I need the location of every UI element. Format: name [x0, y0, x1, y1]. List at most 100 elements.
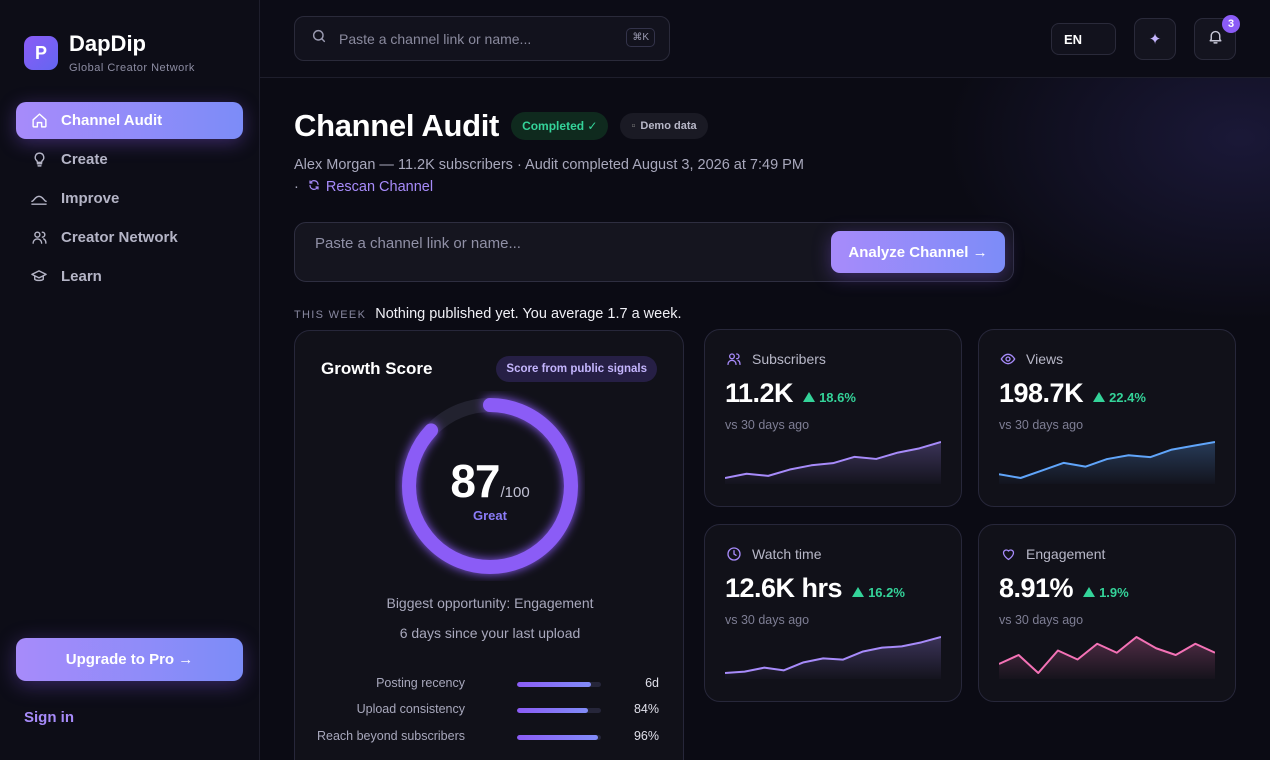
- stat-label: Subscribers: [752, 351, 826, 367]
- status-badge: Completed ✓: [511, 112, 609, 140]
- sparkline: [999, 636, 1215, 679]
- sparkle-icon: ✦: [1148, 31, 1162, 48]
- heart-icon: [999, 545, 1017, 563]
- notification-badge: 3: [1222, 15, 1240, 33]
- clock-icon: [725, 545, 743, 563]
- sparkline-area: [999, 442, 1215, 484]
- up-arrow-icon: [1083, 587, 1096, 597]
- sparkle-button[interactable]: ✦: [1134, 18, 1176, 60]
- stat-delta: 16.2%: [852, 585, 905, 600]
- sidebar-item-label: Learn: [61, 268, 102, 285]
- demo-badge: ▫ Demo data: [620, 113, 708, 139]
- metric-value: 84%: [633, 702, 659, 716]
- brand-name: DapDip: [69, 31, 146, 56]
- rescan-link[interactable]: Rescan Channel: [304, 179, 433, 195]
- stat-delta: 1.9%: [1083, 585, 1129, 600]
- stat-delta-value: 22.4%: [1109, 389, 1146, 405]
- stat-delta: 22.4%: [1093, 390, 1146, 405]
- stat-compare: vs 30 days ago: [725, 613, 810, 627]
- topbar: ⌘K EN ✦ 3: [260, 0, 1270, 78]
- up-arrow-icon: [852, 587, 865, 597]
- sidebar-item-label: Channel Audit: [61, 112, 163, 129]
- users-icon: [30, 229, 48, 247]
- stat-value: 12.6K hrs: [725, 573, 843, 603]
- sidebar: P DapDip Global Creator Network Channel …: [0, 0, 260, 760]
- users-icon: [725, 350, 743, 368]
- growth-score-gauge: [402, 398, 578, 574]
- metric-row: Upload consistency 84%: [295, 702, 685, 722]
- sparkline: [725, 636, 941, 679]
- metric-bar: [517, 682, 601, 687]
- analyze-box: Analyze Channel →: [294, 222, 1014, 282]
- sparkline: [999, 441, 1215, 484]
- metric-label: Posting recency: [376, 676, 465, 690]
- stat-card-watch-time[interactable]: Watch time 12.6K hrs 16.2% vs 30 days ag…: [704, 524, 962, 702]
- sparkline-line: [725, 636, 941, 674]
- sparkline-line: [999, 441, 1215, 479]
- rescan-label: Rescan Channel: [325, 179, 434, 195]
- sidebar-item-improve[interactable]: Improve: [16, 180, 243, 217]
- upgrade-button[interactable]: Upgrade to Pro →: [16, 638, 243, 681]
- top-search-input[interactable]: [339, 30, 609, 47]
- stat-compare: vs 30 days ago: [999, 418, 1084, 432]
- stat-compare: vs 30 days ago: [999, 613, 1084, 627]
- metric-value: 6d: [645, 676, 659, 690]
- metric-label: Reach beyond subscribers: [317, 729, 465, 743]
- brand-logo: P: [24, 36, 58, 70]
- sign-in-link[interactable]: Sign in: [24, 709, 74, 726]
- sidebar-item-learn[interactable]: Learn: [16, 258, 243, 295]
- brand[interactable]: P DapDip Global Creator Network: [24, 32, 195, 74]
- up-arrow-icon: [1093, 392, 1106, 402]
- stat-card-views[interactable]: Views 198.7K 22.4% vs 30 days ago: [978, 329, 1236, 507]
- stat-value: 198.7K: [999, 378, 1084, 408]
- search-icon: [311, 28, 327, 49]
- graduation-cap-icon: [30, 268, 48, 286]
- score-source-chip: Score from public signals: [496, 356, 657, 382]
- page-title: Channel Audit: [294, 108, 500, 143]
- wave-icon: [30, 190, 48, 208]
- stat-delta-value: 1.9%: [1099, 584, 1129, 600]
- sidebar-item-create[interactable]: Create: [16, 141, 243, 178]
- stat-label: Watch time: [752, 546, 822, 562]
- separator: ·: [294, 179, 299, 195]
- growth-score-title: Growth Score: [321, 359, 433, 378]
- stat-label: Engagement: [1026, 546, 1106, 562]
- sidebar-nav: Channel Audit Create Improve Creator Net…: [16, 102, 243, 297]
- audit-summary: Alex Morgan — 11.2K subscribers · Audit …: [294, 157, 804, 173]
- growth-score-max: /100: [500, 483, 530, 501]
- sparkline-area: [999, 637, 1215, 679]
- sidebar-item-channel-audit[interactable]: Channel Audit: [16, 102, 243, 139]
- sparkline: [725, 441, 941, 484]
- stat-value: 11.2K: [725, 378, 794, 408]
- analyze-channel-button[interactable]: Analyze Channel →: [831, 231, 1005, 273]
- notifications-button[interactable]: 3: [1194, 15, 1240, 60]
- stat-label: Views: [1026, 351, 1064, 367]
- this-week-text: Nothing published yet. You average 1.7 a…: [375, 306, 682, 322]
- growth-score-rating: Great: [473, 507, 507, 523]
- metric-label: Upload consistency: [356, 702, 465, 716]
- growth-score-value: 87: [450, 454, 500, 507]
- dot-icon: ▫: [631, 120, 636, 132]
- channel-input[interactable]: [315, 235, 795, 252]
- sidebar-item-creator-network[interactable]: Creator Network: [16, 219, 243, 256]
- metric-row: Posting recency 6d: [295, 676, 685, 696]
- stat-delta-value: 16.2%: [868, 584, 905, 600]
- metric-row: Reach beyond subscribers 96%: [295, 729, 685, 749]
- stat-card-engagement[interactable]: Engagement 8.91% 1.9% vs 30 days ago: [978, 524, 1236, 702]
- stat-delta: 18.6%: [803, 390, 856, 405]
- top-search-box[interactable]: ⌘K: [294, 16, 670, 61]
- shortcut-hint: ⌘K: [626, 28, 655, 47]
- growth-score-card: Growth Score Score from public signals 8…: [294, 330, 684, 760]
- lightbulb-icon: [30, 151, 48, 169]
- sidebar-item-label: Improve: [61, 190, 120, 207]
- language-selector[interactable]: EN: [1051, 23, 1116, 55]
- up-arrow-icon: [803, 392, 816, 402]
- metric-value: 96%: [633, 729, 659, 743]
- days-since-upload: 6 days since your last upload: [399, 625, 581, 641]
- stat-compare: vs 30 days ago: [725, 418, 810, 432]
- stat-value: 8.91%: [999, 573, 1074, 603]
- sidebar-item-label: Create: [61, 151, 108, 168]
- stat-card-subscribers[interactable]: Subscribers 11.2K 18.6% vs 30 days ago: [704, 329, 962, 507]
- this-week-label: THIS WEEK: [294, 309, 367, 321]
- this-week-row: THIS WEEK Nothing published yet. You ave…: [294, 306, 682, 322]
